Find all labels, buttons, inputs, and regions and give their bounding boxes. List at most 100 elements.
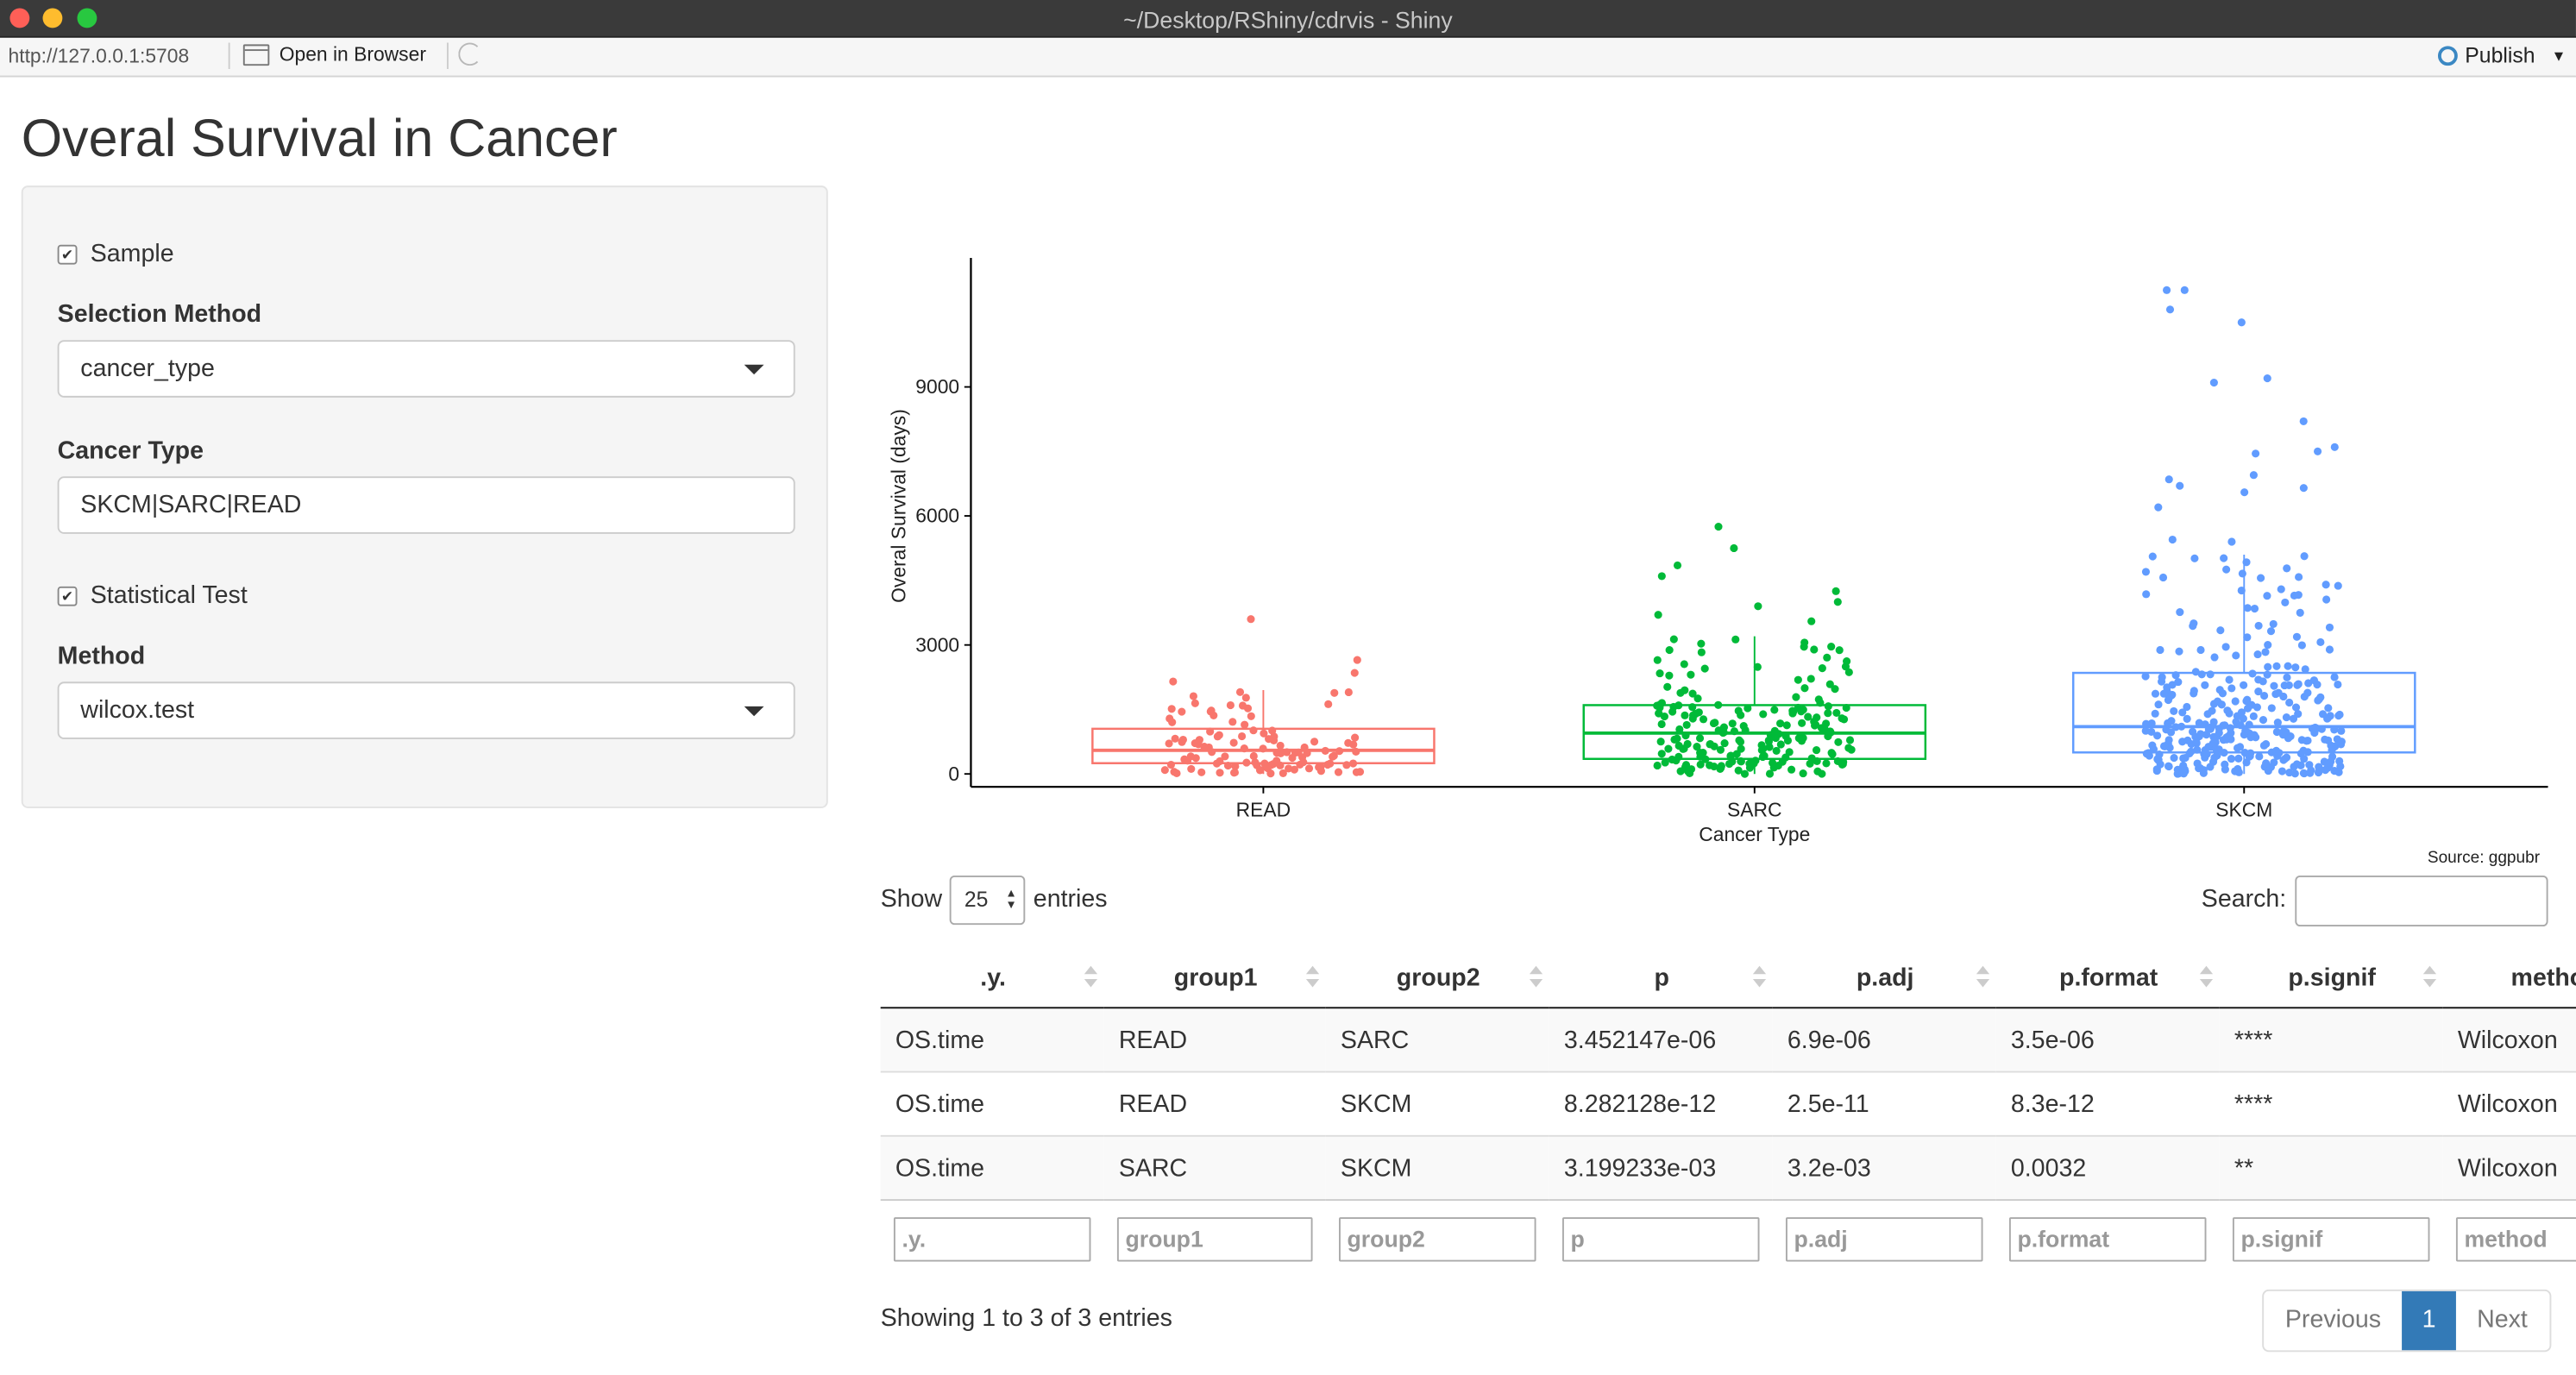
data-point [1191, 738, 1199, 748]
table-row[interactable]: OS.time READ SKCM 8.282128e-12 2.5e-11 8.3e-1… [880, 1070, 2576, 1136]
minimize-window-button[interactable] [42, 8, 63, 28]
outlier-point [1730, 543, 1738, 553]
data-point [2219, 736, 2227, 744]
sort-icon[interactable] [1752, 965, 1767, 988]
outlier-point [2263, 374, 2271, 383]
table-cell: SARC [1325, 1007, 1549, 1072]
data-point [1689, 711, 1698, 719]
outlier-point [1350, 669, 1359, 677]
data-point [1726, 751, 1735, 760]
data-point [2142, 590, 2151, 599]
column-header-p-adj[interactable]: p.adj [1772, 947, 1996, 1009]
column-filter-input[interactable]: method [2455, 1216, 2576, 1261]
checkbox-checked-icon[interactable]: ✔ [57, 243, 78, 264]
column-header-label: p [1654, 963, 1669, 992]
current-page-button[interactable]: 1 [2402, 1290, 2456, 1351]
zoom-window-button[interactable] [77, 8, 97, 28]
table-cell: 2.5e-11 [1772, 1070, 1996, 1136]
data-point [2162, 725, 2171, 734]
data-point [2149, 744, 2158, 754]
column-header-group1[interactable]: group1 [1103, 947, 1326, 1009]
publish-label: Publish [2465, 42, 2535, 68]
data-point [1260, 729, 1268, 738]
x-axis-title: Cancer Type [1699, 823, 1810, 845]
sample-checkbox[interactable]: ✔ Sample [57, 240, 174, 267]
data-point [1235, 688, 1245, 696]
data-point [1229, 738, 1238, 747]
statistical-test-checkbox[interactable]: ✔ Statistical Test [57, 581, 248, 609]
data-point [2321, 735, 2329, 744]
sort-icon[interactable] [2199, 965, 2214, 988]
data-point [1806, 675, 1815, 683]
entries-length-select[interactable]: 25 ▲ ▼ [949, 875, 1026, 926]
sort-icon[interactable] [1976, 965, 1990, 988]
data-point [1197, 768, 1206, 776]
toolbar-divider [228, 42, 230, 69]
data-point [2233, 744, 2242, 752]
data-point [2227, 735, 2235, 744]
outlier-point [1673, 561, 1682, 569]
data-point [1272, 757, 1281, 765]
sort-icon[interactable] [1084, 965, 1098, 988]
data-point [2330, 725, 2339, 734]
chevron-down-icon[interactable]: ▼ [2551, 47, 2567, 64]
column-filter-input[interactable]: group1 [1116, 1216, 1313, 1261]
data-point [1735, 736, 1744, 744]
sort-icon[interactable] [1529, 965, 1543, 988]
table-row[interactable]: OS.time READ SARC 3.452147e-06 6.9e-06 3.5e-0… [880, 1007, 2576, 1072]
cancer-type-input[interactable]: SKCM|SARC|READ [57, 476, 795, 534]
table-cell: 3.2e-03 [1772, 1134, 1996, 1201]
open-in-browser-button[interactable]: Open in Browser [242, 43, 426, 66]
data-point [2190, 687, 2198, 695]
data-point [1189, 692, 1197, 700]
data-point [2311, 723, 2320, 731]
data-point [2254, 675, 2263, 684]
column-header-method[interactable]: method [2442, 947, 2576, 1009]
column-header-p[interactable]: p [1549, 947, 1773, 1009]
column-filter-input[interactable]: p.signif [2232, 1216, 2430, 1261]
data-point [1798, 719, 1806, 727]
table-cell: 3.452147e-06 [1549, 1007, 1773, 1072]
column-filter-input[interactable]: .y. [893, 1216, 1091, 1261]
table-search-input[interactable] [2295, 875, 2548, 927]
data-point [2227, 755, 2236, 763]
data-point [1663, 682, 1672, 691]
table-cell: SARC [1103, 1134, 1326, 1201]
next-page-button[interactable]: Next [2477, 1305, 2528, 1334]
data-point [2231, 697, 2240, 706]
data-point [2242, 558, 2251, 567]
data-point [1680, 660, 1688, 669]
data-point [1167, 705, 1176, 713]
data-point [2279, 729, 2288, 738]
outlier-point [1654, 611, 1662, 619]
column-filter-input[interactable]: p [1561, 1216, 1760, 1261]
column-header-p-signif[interactable]: p.signif [2219, 947, 2443, 1009]
column-header-label: .y. [980, 963, 1006, 992]
column-filter-input[interactable]: p.adj [1785, 1216, 1983, 1261]
refresh-icon[interactable] [458, 42, 481, 66]
data-point [2204, 725, 2213, 733]
selection-method-value: cancer_type [80, 355, 215, 383]
column-filter-input[interactable]: group2 [1339, 1216, 1536, 1261]
column-header-p-format[interactable]: p.format [1995, 947, 2220, 1009]
column-header-group2[interactable]: group2 [1325, 947, 1549, 1009]
checkbox-checked-icon[interactable]: ✔ [57, 585, 78, 606]
selection-method-select[interactable]: cancer_type [57, 340, 795, 398]
publish-button[interactable]: Publish ▼ [2438, 42, 2567, 68]
data-point [2156, 760, 2164, 769]
sort-icon[interactable] [1305, 965, 1320, 988]
method-select[interactable]: wilcox.test [57, 681, 795, 739]
column-filter-input[interactable]: p.format [2008, 1216, 2207, 1261]
close-window-button[interactable] [9, 8, 30, 28]
data-point [1778, 757, 1787, 766]
table-cell: 3.5e-06 [1995, 1007, 2220, 1072]
data-point [1324, 700, 1333, 708]
column-header-y[interactable]: .y. [880, 947, 1104, 1009]
table-row[interactable]: OS.time SARC SKCM 3.199233e-03 3.2e-03 0.0032… [880, 1134, 2576, 1201]
sort-icon[interactable] [2422, 965, 2437, 988]
data-point [1839, 715, 1849, 724]
data-point [1766, 731, 1775, 739]
data-point [2245, 720, 2253, 729]
previous-page-button[interactable]: Previous [2284, 1305, 2382, 1334]
